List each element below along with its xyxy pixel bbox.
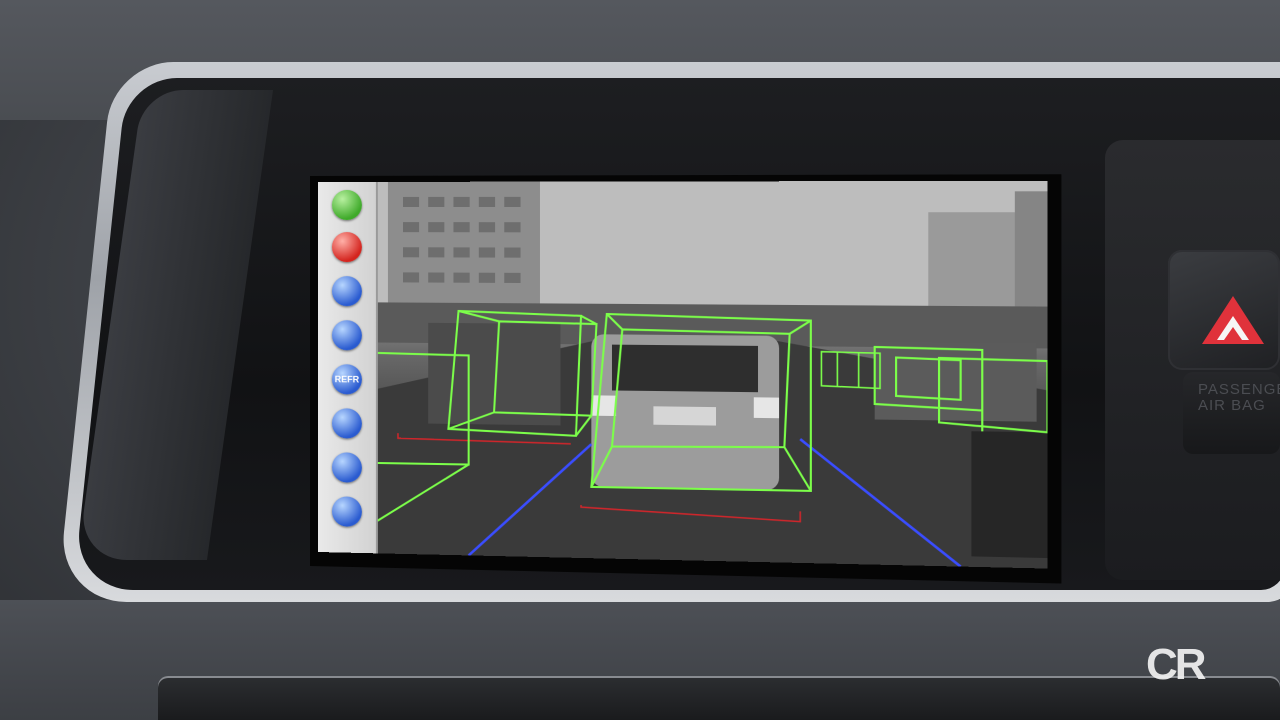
control-sidebar: REFR <box>318 182 378 553</box>
blue-round-icon[interactable] <box>332 320 362 350</box>
power-icon[interactable] <box>332 232 362 262</box>
zoom-out-icon[interactable] <box>332 452 362 483</box>
lead-car-rear-window <box>612 345 758 393</box>
airbag-label: PASSENGER AIR BAG <box>1198 382 1278 414</box>
camera-view <box>318 181 1048 569</box>
move-icon[interactable] <box>332 496 362 527</box>
tail-light-right <box>754 397 779 418</box>
refresh-icon[interactable]: REFR <box>332 364 362 394</box>
car-right-near <box>971 431 1047 558</box>
home-icon[interactable] <box>332 276 362 306</box>
infotainment-screen: REFR <box>318 181 1048 569</box>
license-plate <box>653 406 716 425</box>
play-icon[interactable] <box>332 190 362 220</box>
zoom-in-icon[interactable] <box>332 408 362 438</box>
cr-watermark-logo: CR <box>1146 640 1204 690</box>
air-vent <box>158 676 1280 720</box>
tail-light-left <box>591 395 616 416</box>
hazard-triangle-core <box>1224 327 1242 340</box>
